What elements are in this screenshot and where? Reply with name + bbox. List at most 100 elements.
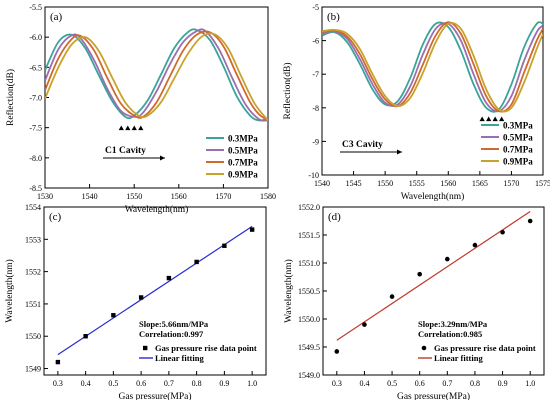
x-tick-label: 0.6 — [415, 379, 425, 388]
arrow-head-icon — [160, 155, 165, 161]
dip-marker-icon — [138, 125, 144, 131]
panel-label: (b) — [327, 11, 340, 23]
x-tick-label: 0.8 — [192, 379, 202, 388]
legend-label: 0.9MPa — [503, 157, 533, 167]
y-tick-label: -8.0 — [29, 154, 42, 163]
y-tick-label: 1551.5 — [298, 231, 320, 240]
y-tick-label: 1549 — [25, 365, 41, 374]
legend-label: 0.3MPa — [503, 121, 533, 131]
y-tick-label: -6.5 — [29, 63, 42, 72]
legend-label: Gas pressure rise data point — [155, 343, 257, 353]
data-point — [138, 295, 144, 300]
legend-label: 0.7MPa — [503, 145, 533, 155]
plot-frame — [321, 6, 544, 176]
data-point — [194, 259, 199, 265]
x-tick-label: 1560 — [171, 192, 187, 201]
legend-label: Linear fitting — [155, 353, 204, 363]
panel-a: 1530 1540 1550 1560 1570 1580 -8.5 -8.0 -7.5 -7.0… — [5, 3, 276, 215]
data-point — [362, 322, 367, 327]
x-tick-label: 0.8 — [470, 379, 480, 388]
x-tick-label: 1565 — [472, 179, 488, 188]
dip-marker-icon — [499, 116, 505, 122]
dip-marker-icon — [486, 116, 492, 122]
cavity-label: C3 Cavity — [342, 140, 383, 150]
x-tick-label: 1550 — [126, 192, 142, 201]
x-tick-label: 0.9 — [498, 379, 508, 388]
fit-line — [336, 210, 531, 341]
x-tick-label: 0.3 — [332, 379, 342, 388]
x-tick-label: 1575 — [535, 179, 550, 188]
x-axis-label: Wavelength(nm) — [401, 191, 465, 202]
x-tick-label: 1560 — [440, 179, 456, 188]
data-point — [83, 334, 88, 339]
y-tick-label: -7.5 — [29, 124, 42, 133]
x-tick-label: 0.4 — [81, 379, 91, 388]
series-line-0.9MPa — [322, 21, 543, 113]
y-tick-label: -8 — [312, 104, 319, 113]
legend-label: Gas pressure rise data point — [434, 343, 536, 353]
x-tick-label: 0.5 — [108, 379, 118, 388]
panel-label: (c) — [49, 211, 62, 223]
legend-label: 0.5MPa — [503, 133, 533, 143]
dip-marker-icon — [118, 125, 124, 131]
legend-label: 0.3MPa — [228, 134, 258, 144]
y-tick-label: 1554 — [25, 203, 41, 212]
series-line-0.3MPa — [322, 21, 543, 113]
x-tick-label: 1555 — [409, 179, 425, 188]
x-tick-label: 1545 — [346, 179, 362, 188]
y-axis-label: Wavelength(nm) — [4, 259, 15, 323]
y-tick-label: -6.0 — [29, 33, 42, 42]
data-point — [527, 218, 533, 224]
y-tick-label: -7 — [312, 70, 319, 79]
data-point — [111, 313, 116, 318]
y-tick-label: 1551.0 — [298, 259, 320, 268]
series-group — [45, 28, 268, 122]
y-tick-label: -5.5 — [29, 3, 42, 12]
y-tick-label: -6 — [312, 37, 319, 46]
y-tick-label: 1549.5 — [298, 343, 320, 352]
legend-label: 0.9MPa — [228, 170, 258, 180]
series-line-0.9MPa — [45, 32, 268, 121]
x-tick-label: 0.6 — [136, 379, 146, 388]
series-line-0.3MPa — [45, 28, 268, 122]
y-tick-label: 1549.0 — [298, 371, 320, 380]
correlation-label: Correlation:0.985 — [418, 329, 482, 339]
slope-label: Slope:3.29nm/MPa — [418, 319, 488, 329]
legend-label: 0.5MPa — [228, 146, 258, 156]
x-axis-label: Gas pressure(MPa) — [397, 391, 470, 400]
series-group — [322, 21, 543, 113]
y-tick-label: 1551 — [25, 300, 41, 309]
y-tick-label: 1550.5 — [298, 287, 320, 296]
y-tick-label: 1552.0 — [298, 203, 320, 212]
x-tick-label: 0.7 — [164, 379, 174, 388]
panel-b: 1540 1545 1550 1555 1560 1565 1570 1575 -10 -9 -8 -… — [282, 3, 550, 202]
data-point — [249, 227, 255, 232]
y-axis-label: Wavelength(nm) — [283, 259, 294, 323]
cavity-label: C1 Cavity — [105, 146, 146, 156]
x-tick-label: 1570 — [215, 192, 231, 201]
dip-marker-icon — [125, 125, 131, 131]
arrow-head-icon — [397, 149, 402, 155]
y-axis-label: Reflection(dB) — [5, 69, 16, 126]
series-line-0.5MPa — [322, 22, 543, 113]
y-axis-label: Reflection(dB) — [282, 63, 293, 120]
panel-d: 0.3 0.4 0.5 0.6 0.7 0.8 0.9 1.0 1549.0 1549.5 1550… — [283, 203, 545, 400]
legend-marker — [143, 345, 148, 351]
y-tick-label: 1552 — [25, 268, 41, 277]
x-tick-label: 1580 — [260, 192, 276, 201]
x-tick-label: 1.0 — [525, 379, 535, 388]
series-line-0.7MPa — [322, 21, 543, 113]
x-tick-label: 1550 — [377, 179, 393, 188]
y-tick-label: 1553 — [25, 235, 41, 244]
x-tick-label: 0.9 — [219, 379, 229, 388]
data-point — [417, 271, 422, 277]
series-line-0.7MPa — [45, 30, 268, 122]
slope-label: Slope:5.66nm/MPa — [139, 319, 209, 329]
y-tick-label: -8.5 — [29, 184, 42, 193]
data-point — [389, 294, 395, 299]
x-tick-label: 0.5 — [387, 379, 397, 388]
dip-marker-icon — [479, 116, 485, 122]
data-point — [166, 275, 172, 281]
x-axis-label: Gas pressure(MPa) — [118, 391, 191, 400]
